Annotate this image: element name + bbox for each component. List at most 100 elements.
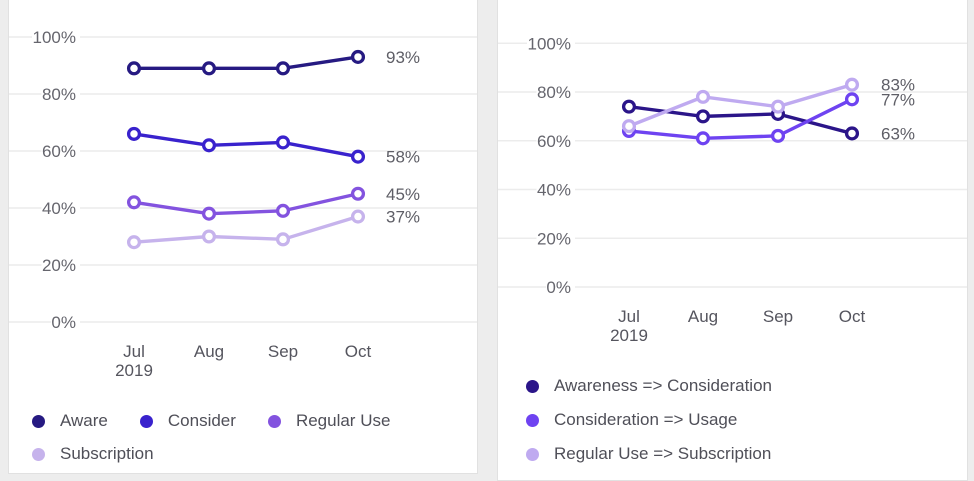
ytick-label-bg	[527, 32, 575, 55]
data-point-marker	[126, 126, 142, 141]
data-point-marker	[201, 206, 217, 221]
series-end-label: 45%	[386, 185, 420, 204]
data-point-marker	[350, 186, 366, 201]
xtick-label: Jul	[618, 307, 640, 326]
series-line	[132, 214, 360, 244]
ytick-label: 80%	[42, 85, 76, 104]
series-end-label: 63%	[881, 124, 915, 143]
data-point-marker	[695, 131, 711, 146]
legend-dot-icon	[526, 447, 539, 461]
legend-label: Consideration => Usage	[554, 410, 738, 429]
data-point-marker	[126, 195, 142, 210]
ytick-label: 100%	[528, 34, 571, 53]
series-end-label: 37%	[386, 208, 420, 227]
legend-dot-icon	[32, 447, 45, 461]
left-chart-card: 0% 20% 40% 60% 80% 100% Jul 2019 Aug Sep Oct 93% 58%…	[8, 0, 478, 474]
legend-item[interactable]: Regular Use	[267, 411, 391, 431]
legend-label: Regular Use => Subscription	[554, 444, 772, 463]
ytick-label-bg	[536, 178, 575, 201]
data-point-marker	[770, 99, 786, 114]
conversion-rates-legend: Awareness => Consideration Consideration …	[526, 376, 772, 464]
data-point-marker	[201, 138, 217, 153]
legend-label: Aware	[60, 411, 108, 430]
ytick-label: 100%	[33, 28, 76, 47]
data-point-marker	[275, 232, 291, 247]
ytick-label: 40%	[537, 181, 571, 200]
xtick-sub-label: 2019	[115, 361, 153, 380]
ytick-label-bg	[536, 81, 575, 103]
legend-item[interactable]: Aware	[32, 411, 108, 431]
xtick-label: Oct	[345, 342, 372, 361]
legend-dot-icon	[139, 414, 153, 428]
ytick-label: 60%	[537, 132, 571, 151]
ytick-label-bg	[32, 26, 80, 48]
legend-dot-icon	[32, 414, 45, 428]
data-point-marker	[621, 119, 637, 134]
xtick-label: Sep	[268, 342, 298, 361]
legend-item[interactable]: Awareness => Consideration	[526, 376, 772, 396]
legend-label: Consider	[167, 411, 236, 430]
legend-item[interactable]: Subscription	[32, 444, 154, 464]
data-point-marker	[844, 126, 860, 141]
data-point-marker	[275, 61, 291, 76]
ytick-label: 0%	[51, 313, 76, 332]
funnel-stages-legend: Aware Consider Regular Use Subscription	[32, 411, 464, 464]
legend-label: Regular Use	[295, 411, 391, 430]
legend-item[interactable]: Consider	[139, 411, 236, 431]
right-chart-card: 0% 20% 40% 60% 80% 100% Jul 2019 Aug Sep Oct 63% 77%…	[497, 0, 968, 481]
data-point-marker	[350, 209, 366, 224]
data-point-marker	[126, 61, 142, 76]
series-end-label: 93%	[386, 48, 420, 67]
data-point-marker	[695, 109, 711, 124]
series-end-label: 83%	[881, 76, 915, 95]
ytick-label-bg	[41, 254, 80, 276]
data-point-marker	[201, 229, 217, 244]
series-line	[627, 104, 854, 136]
legend-label: Subscription	[60, 444, 154, 463]
ytick-label-bg	[536, 129, 575, 152]
ytick-label-bg	[41, 83, 80, 105]
data-point-marker	[275, 135, 291, 150]
series-line	[132, 55, 360, 71]
ytick-label: 0%	[546, 278, 571, 297]
series-line	[627, 97, 854, 141]
series-line	[627, 82, 854, 128]
legend-dot-icon	[526, 379, 539, 393]
legend-label: Awareness => Consideration	[554, 376, 772, 395]
ytick-label: 20%	[537, 229, 571, 248]
ytick-label-bg	[41, 140, 80, 162]
data-point-marker	[275, 203, 291, 218]
data-point-marker	[695, 89, 711, 104]
xtick-label: Jul	[123, 342, 145, 361]
xtick-sub-label: 2019	[610, 326, 648, 345]
data-point-marker	[350, 49, 366, 64]
xtick-label: Oct	[839, 307, 866, 326]
data-point-marker	[201, 61, 217, 76]
data-point-marker	[350, 149, 366, 164]
legend-dot-icon	[267, 414, 281, 428]
ytick-label: 40%	[42, 199, 76, 218]
legend-item[interactable]: Regular Use => Subscription	[526, 444, 772, 464]
xtick-label: Sep	[763, 307, 793, 326]
series-line	[132, 132, 360, 159]
data-point-marker	[844, 92, 860, 107]
ytick-label: 60%	[42, 142, 76, 161]
legend-dot-icon	[526, 413, 539, 427]
ytick-label-bg	[546, 276, 575, 298]
data-point-marker	[621, 99, 637, 114]
xtick-label: Aug	[194, 342, 224, 361]
data-point-marker	[126, 235, 142, 250]
xtick-label: Aug	[688, 307, 718, 326]
series-end-label: 77%	[881, 90, 915, 109]
ytick-label-bg	[536, 227, 575, 250]
series-end-label: 58%	[386, 148, 420, 167]
ytick-label: 80%	[537, 83, 571, 102]
series-line	[132, 192, 360, 216]
data-point-marker	[770, 128, 786, 143]
ytick-label: 20%	[42, 256, 76, 275]
data-point-marker	[844, 77, 860, 92]
legend-item[interactable]: Consideration => Usage	[526, 410, 772, 430]
